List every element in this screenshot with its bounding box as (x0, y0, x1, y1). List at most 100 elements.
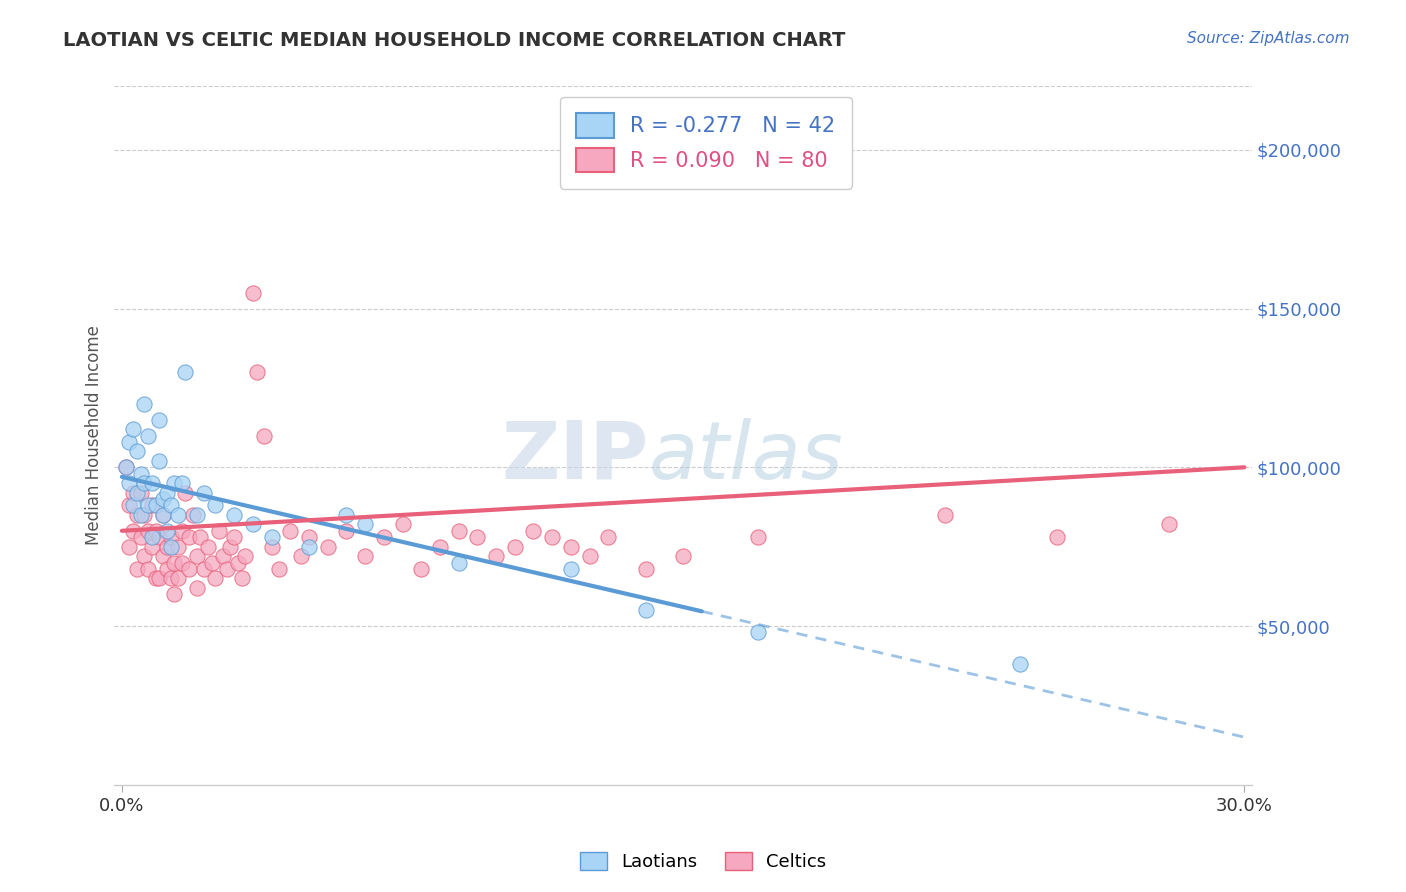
Point (245, 365, 267, 379)
Point (373, 530, 395, 544)
Point (316, 540, 339, 554)
Point (219, 540, 242, 554)
Point (278, 524, 301, 538)
Point (560, 540, 582, 554)
Point (163, 476, 186, 491)
Point (141, 530, 163, 544)
Point (118, 476, 141, 491)
Point (391, 517, 413, 532)
Point (235, 549, 257, 564)
Point (354, 517, 377, 532)
Legend: Laotians, Celtics: Laotians, Celtics (572, 845, 834, 879)
Point (1046, 530, 1069, 544)
Point (129, 485, 152, 500)
Point (335, 524, 357, 538)
Point (231, 571, 253, 585)
Point (118, 499, 141, 513)
Point (204, 499, 226, 513)
Point (174, 485, 197, 500)
Point (122, 422, 145, 436)
Point (134, 476, 156, 491)
Point (114, 460, 136, 475)
Text: atlas: atlas (650, 417, 844, 496)
Point (242, 517, 264, 532)
Point (114, 460, 136, 475)
Point (148, 412, 170, 426)
Point (145, 571, 167, 585)
Point (186, 549, 208, 564)
Point (578, 549, 600, 564)
Point (170, 556, 193, 570)
Point (260, 540, 283, 554)
Point (148, 571, 170, 585)
Point (145, 499, 167, 513)
Point (141, 499, 163, 513)
Point (253, 428, 276, 442)
Legend: R = -0.277   N = 42, R = 0.090   N = 80: R = -0.277 N = 42, R = 0.090 N = 80 (560, 96, 852, 188)
Point (125, 485, 148, 500)
Point (503, 540, 526, 554)
Point (159, 540, 181, 554)
Point (193, 485, 215, 500)
Point (429, 540, 451, 554)
Point (159, 530, 181, 544)
Point (122, 485, 145, 500)
Point (634, 562, 657, 576)
Point (1008, 657, 1031, 672)
Point (129, 508, 152, 522)
Point (197, 540, 219, 554)
Point (129, 467, 152, 481)
Point (208, 524, 231, 538)
Point (224, 530, 246, 544)
Point (260, 530, 283, 544)
Point (267, 562, 290, 576)
Point (170, 476, 193, 491)
Point (201, 556, 224, 570)
Point (125, 444, 148, 458)
Point (156, 540, 179, 554)
Point (179, 562, 201, 576)
Point (634, 603, 657, 617)
Point (1159, 517, 1181, 532)
Point (159, 499, 181, 513)
Point (134, 508, 156, 522)
Point (485, 549, 508, 564)
Point (298, 540, 321, 554)
Point (167, 540, 190, 554)
Point (136, 428, 159, 442)
Point (148, 454, 170, 468)
Point (167, 571, 190, 585)
Point (125, 508, 148, 522)
Point (335, 508, 357, 522)
Point (226, 556, 249, 570)
Point (156, 524, 179, 538)
Point (152, 508, 174, 522)
Point (129, 530, 152, 544)
Point (118, 540, 141, 554)
Point (136, 524, 159, 538)
Point (560, 562, 582, 576)
Point (141, 476, 163, 491)
Point (186, 508, 208, 522)
Point (242, 285, 264, 300)
Point (447, 524, 470, 538)
Text: Source: ZipAtlas.com: Source: ZipAtlas.com (1187, 31, 1350, 46)
Point (118, 434, 141, 449)
Point (141, 540, 163, 554)
Point (136, 562, 159, 576)
Point (163, 587, 186, 601)
Point (156, 562, 179, 576)
Point (411, 562, 433, 576)
Point (122, 524, 145, 538)
Point (204, 571, 226, 585)
Y-axis label: Median Household Income: Median Household Income (86, 326, 103, 546)
Point (186, 581, 208, 595)
Point (148, 530, 170, 544)
Point (136, 499, 159, 513)
Point (298, 530, 321, 544)
Point (541, 530, 564, 544)
Point (447, 556, 470, 570)
Point (193, 562, 215, 576)
Point (672, 549, 695, 564)
Point (125, 562, 148, 576)
